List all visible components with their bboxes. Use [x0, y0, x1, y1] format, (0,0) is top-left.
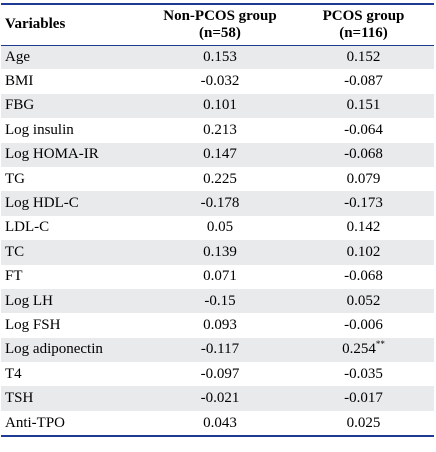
variable-name-cell: Log LH — [5, 292, 53, 309]
pcos-value-cell: 0.079 — [293, 167, 434, 191]
non-pcos-value-cell: 0.139 — [203, 243, 237, 260]
variable-name-cell: TSH — [5, 390, 34, 407]
non-pcos-value-cell: 0.225 — [203, 170, 237, 187]
variable-name-cell: Log FSH — [5, 316, 61, 333]
pcos-value-cell: -0.035 — [293, 362, 434, 386]
variable-name-cell: TC — [5, 243, 25, 260]
variable-name-cell: BMI — [5, 73, 34, 90]
pcos-value: 0.151 — [346, 97, 381, 114]
variable-name-cell: Anti-TPO — [5, 414, 65, 431]
non-pcos-value-cell: 0.043 — [203, 414, 237, 431]
non-pcos-value-cell: 0.05 — [206, 219, 234, 236]
header-variables-label: Variables — [5, 16, 66, 33]
header-row: Variables Non-PCOS group (n=58) PCOS gro… — [1, 5, 434, 45]
variable-name-cell: Log HDL-C — [5, 195, 79, 212]
pcos-value: -0.087 — [344, 73, 383, 90]
variable-name-cell: LDL-C — [5, 219, 50, 236]
pcos-value-cell: 0.052 — [293, 289, 434, 313]
non-pcos-value-cell: -0.021 — [200, 390, 240, 407]
significance-marker: ** — [375, 339, 385, 350]
data-table: Variables Non-PCOS group (n=58) PCOS gro… — [1, 5, 434, 436]
pcos-value-cell: 0.102 — [293, 240, 434, 264]
pcos-value-cell: -0.087 — [293, 69, 434, 93]
pcos-value: 0.152 — [346, 48, 381, 65]
non-pcos-value-cell: 0.147 — [203, 146, 237, 163]
pcos-value-cell: -0.173 — [293, 191, 434, 215]
header-non-pcos-line2: (n=58) — [199, 24, 241, 41]
non-pcos-value-cell: -0.097 — [200, 365, 240, 382]
pcos-value: -0.017 — [344, 390, 383, 407]
top-rule — [1, 3, 434, 5]
header-variables: Variables — [1, 5, 147, 45]
correlation-table: Variables Non-PCOS group (n=58) PCOS gro… — [1, 3, 434, 438]
pcos-value: 0.254 — [342, 341, 376, 358]
non-pcos-value-cell: -0.032 — [200, 73, 240, 90]
table-row: TC 0.139 0.102 — [1, 240, 434, 265]
pcos-value-cell: -0.017 — [293, 386, 434, 410]
table-row: TSH -0.021 -0.017 — [1, 386, 434, 411]
pcos-value: -0.068 — [344, 268, 383, 285]
table-row: Log adiponectin -0.117 0.254** — [1, 337, 434, 363]
pcos-value-cell: -0.064 — [293, 118, 434, 142]
table-body: Age 0.153 0.152 BMI -0.032 -0.087 FBG 0.101 0.15… — [1, 45, 434, 436]
table-row: FT 0.071 -0.068 — [1, 264, 434, 289]
pcos-value: 0.025 — [346, 414, 381, 431]
non-pcos-value-cell: 0.213 — [203, 121, 237, 138]
header-non-pcos-line1: Non-PCOS group — [163, 7, 277, 24]
table-row: Log FSH 0.093 -0.006 — [1, 313, 434, 338]
variable-name-cell: FBG — [5, 97, 35, 114]
table-row: BMI -0.032 -0.087 — [1, 69, 434, 94]
header-pcos-line1: PCOS group — [322, 7, 405, 24]
table-row: Log insulin 0.213 -0.064 — [1, 118, 434, 143]
table-row: Anti-TPO 0.043 0.025 — [1, 410, 434, 436]
table-row: TG 0.225 0.079 — [1, 166, 434, 192]
pcos-value: -0.035 — [344, 365, 383, 382]
variable-name-cell: T4 — [5, 365, 22, 382]
table-row: LDL-C 0.05 0.142 — [1, 215, 434, 241]
pcos-value: -0.173 — [344, 195, 383, 212]
table-row: T4 -0.097 -0.035 — [1, 362, 434, 387]
pcos-value: 0.102 — [346, 243, 381, 260]
non-pcos-value-cell: 0.093 — [203, 316, 237, 333]
pcos-value: -0.064 — [344, 121, 383, 138]
header-pcos: PCOS group (n=116) — [293, 5, 434, 45]
table-header: Variables Non-PCOS group (n=58) PCOS gro… — [1, 5, 434, 45]
bottom-rule — [1, 435, 434, 438]
variable-name-cell: Log HOMA-IR — [5, 146, 99, 163]
pcos-value: 0.079 — [346, 170, 381, 187]
variable-name-cell: Log insulin — [5, 121, 74, 138]
table-row: Log HDL-C -0.178 -0.173 — [1, 191, 434, 216]
pcos-value-cell: -0.068 — [293, 265, 434, 289]
pcos-value-cell: -0.006 — [293, 313, 434, 337]
non-pcos-value-cell: 0.071 — [203, 268, 237, 285]
pcos-value: 0.052 — [346, 292, 381, 309]
pcos-value-cell: 0.151 — [293, 94, 434, 118]
pcos-value: -0.006 — [344, 316, 383, 333]
pcos-value-cell: 0.142 — [293, 216, 434, 240]
table-row: Log LH -0.15 0.052 — [1, 288, 434, 314]
table-row: FBG 0.101 0.151 — [1, 93, 434, 119]
pcos-value: 0.142 — [346, 219, 381, 236]
pcos-value-cell: 0.254** — [293, 338, 434, 362]
variable-name-cell: Age — [5, 48, 30, 65]
non-pcos-value-cell: 0.101 — [203, 97, 237, 114]
pcos-value-cell: 0.152 — [293, 45, 434, 69]
variable-name-cell: FT — [5, 268, 23, 285]
non-pcos-value-cell: -0.178 — [200, 195, 240, 212]
variable-name-cell: TG — [5, 170, 25, 187]
non-pcos-value-cell: -0.117 — [200, 341, 240, 358]
non-pcos-value-cell: -0.15 — [204, 292, 236, 309]
pcos-value: -0.068 — [344, 146, 383, 163]
non-pcos-value-cell: 0.153 — [203, 48, 237, 65]
pcos-value-cell: -0.068 — [293, 143, 434, 167]
pcos-value-cell: 0.025 — [293, 411, 434, 435]
variable-name-cell: Log adiponectin — [5, 341, 103, 358]
header-pcos-line2: (n=116) — [339, 24, 388, 41]
header-non-pcos: Non-PCOS group (n=58) — [147, 5, 293, 45]
table-row: Log HOMA-IR 0.147 -0.068 — [1, 142, 434, 167]
table-row: Age 0.153 0.152 — [1, 45, 434, 70]
